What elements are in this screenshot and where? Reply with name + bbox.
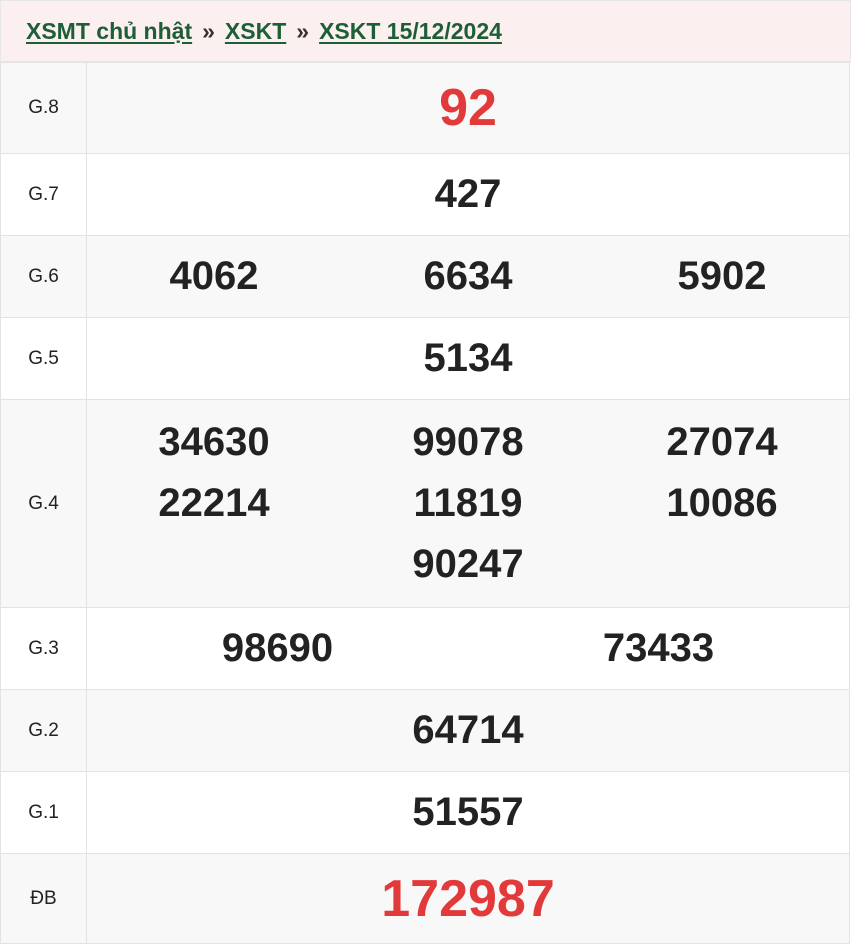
prize-number: 6634 <box>423 254 513 298</box>
prize-label: G.8 <box>0 62 87 154</box>
prize-number: 5902 <box>677 254 767 298</box>
prize-label: G.4 <box>0 399 87 608</box>
prize-label: ĐB <box>0 853 87 944</box>
breadcrumb-link-xskt-date[interactable]: XSKT 15/12/2024 <box>319 17 502 44</box>
prize-row-g3: G.3 98690 73433 <box>0 607 850 690</box>
prize-row-g5: G.5 5134 <box>0 317 850 400</box>
prize-number: 90247 <box>412 542 524 586</box>
prize-number: 34630 <box>158 420 270 464</box>
prize-number: 98690 <box>221 626 334 670</box>
prize-number: 27074 <box>666 420 778 464</box>
prize-number: 64714 <box>412 708 524 752</box>
prize-number: 5134 <box>423 336 513 380</box>
prize-row-g2: G.2 64714 <box>0 689 850 772</box>
prize-number: 4062 <box>169 254 259 298</box>
prize-label: G.7 <box>0 153 87 236</box>
prize-row-g7: G.7 427 <box>0 153 850 236</box>
prize-number: 22214 <box>158 481 270 525</box>
prize-label: G.2 <box>0 689 87 772</box>
prize-number: 51557 <box>412 790 524 834</box>
special-prize-number: 172987 <box>381 869 555 928</box>
prize-label: G.3 <box>0 607 87 690</box>
results-table: G.8 92 G.7 427 G.6 4062 6634 5902 G.5 51… <box>0 62 850 944</box>
prize-row-g4: G.4 34630 99078 27074 22214 11819 10086 … <box>0 399 850 608</box>
prize-row-g8: G.8 92 <box>0 62 850 154</box>
prize-row-special: ĐB 172987 <box>0 853 850 944</box>
prize-number: 11819 <box>413 481 523 525</box>
breadcrumb: XSMT chủ nhật » XSKT » XSKT 15/12/2024 <box>0 0 851 62</box>
prize-number: 427 <box>434 172 502 216</box>
prize-number: 73433 <box>602 626 715 670</box>
prize-number: 10086 <box>666 481 778 525</box>
prize-label: G.5 <box>0 317 87 400</box>
breadcrumb-separator: » <box>202 17 215 44</box>
prize-label: G.6 <box>0 235 87 318</box>
prize-row-g6: G.6 4062 6634 5902 <box>0 235 850 318</box>
prize-row-g1: G.1 51557 <box>0 771 850 854</box>
prize-label: G.1 <box>0 771 87 854</box>
prize-number: 92 <box>439 79 497 137</box>
prize-number: 99078 <box>412 420 524 464</box>
breadcrumb-separator: » <box>296 17 310 44</box>
breadcrumb-link-xsmt-sunday[interactable]: XSMT chủ nhật <box>26 17 193 44</box>
breadcrumb-link-xskt[interactable]: XSKT <box>224 17 287 44</box>
